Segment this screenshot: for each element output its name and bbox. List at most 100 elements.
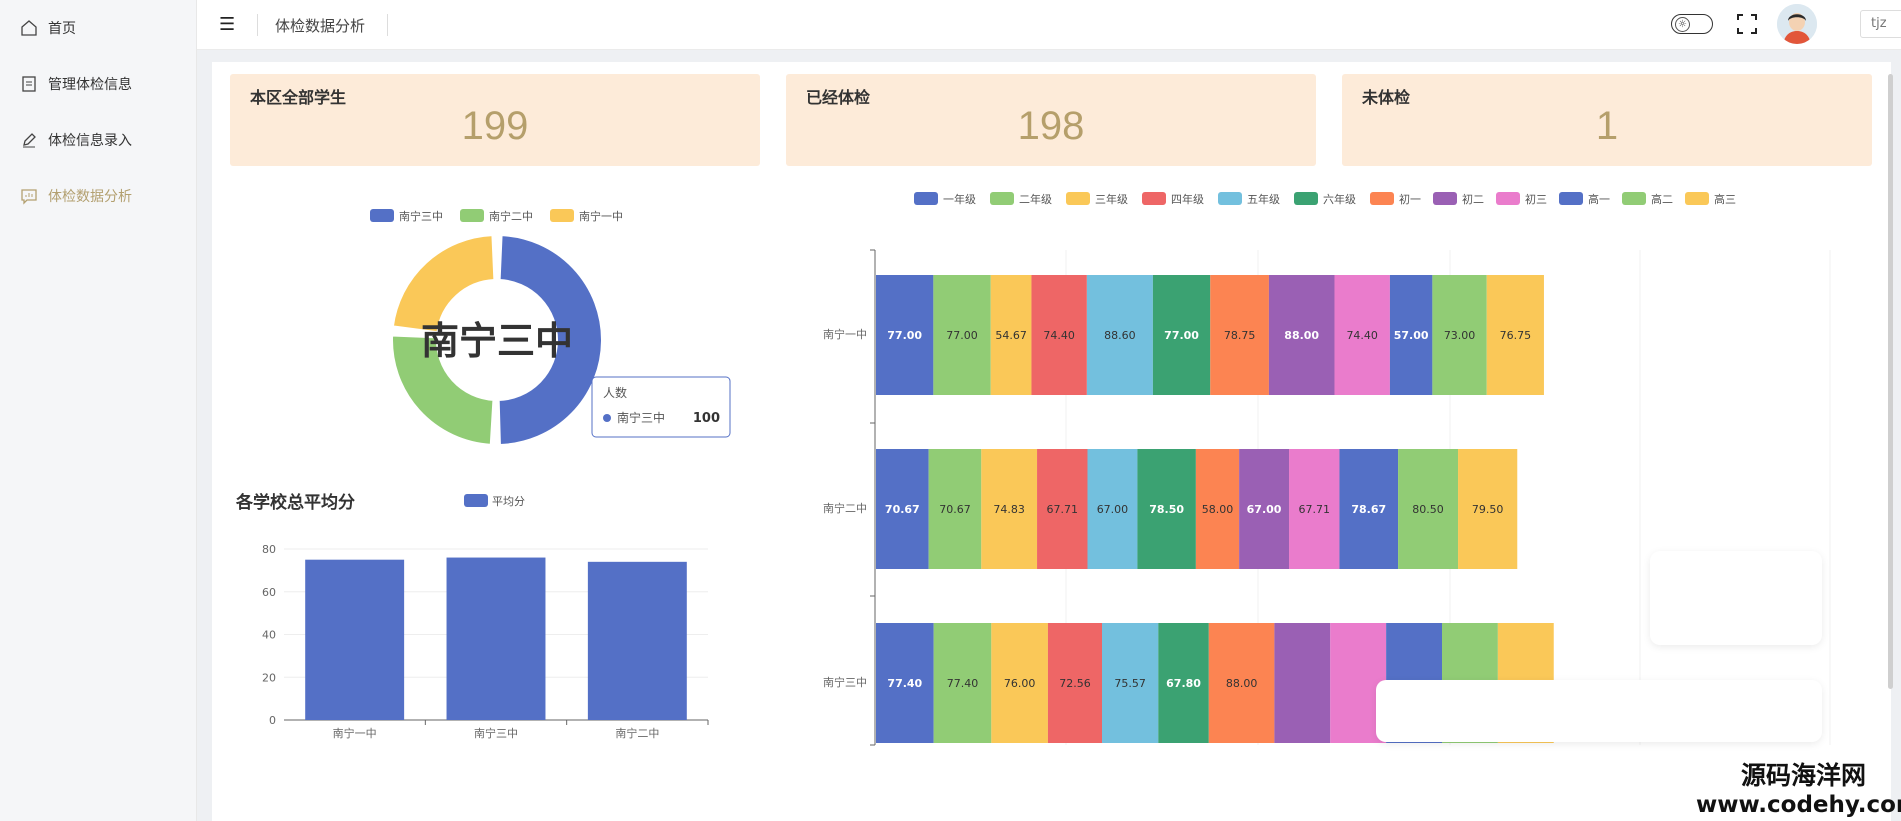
legend-swatch: [990, 192, 1014, 205]
stat-label: 未体检: [1362, 88, 1411, 107]
bar: [305, 559, 405, 720]
data-label: 74.40: [1346, 329, 1378, 342]
theme-toggle[interactable]: ☼: [1671, 14, 1713, 34]
watermark-line1: 源码海洋网: [1740, 761, 1866, 790]
stack-segment: [990, 275, 1032, 395]
pie-slice: [391, 334, 495, 446]
data-label: 74.40: [1043, 329, 1075, 342]
stack-segment: [1486, 275, 1544, 395]
y-tick-label: 南宁三中: [823, 675, 867, 689]
sidebar-item-manage[interactable]: 管理体检信息: [0, 56, 196, 112]
user-dropdown[interactable]: tjz ⌵: [1860, 10, 1901, 38]
stat-value: 198: [1017, 104, 1085, 148]
sidebar-item-label: 体检数据分析: [48, 189, 132, 205]
stack-segment: [1289, 449, 1340, 569]
stack-segment: [981, 449, 1038, 569]
stack-segment: [1268, 275, 1335, 395]
legend-label: 初三: [1525, 192, 1547, 206]
data-label: 67.71: [1047, 503, 1079, 516]
legend-swatch: [1370, 192, 1394, 205]
data-label: 78.75: [1224, 329, 1256, 342]
stack-segment: [1031, 275, 1087, 395]
stack-segment: [1195, 449, 1240, 569]
data-label: 73.00: [1444, 329, 1476, 342]
data-label: 67.71: [1298, 503, 1330, 516]
stack-segment: [1398, 449, 1459, 569]
data-label: 88.00: [1226, 677, 1258, 690]
tooltip-marker: [603, 414, 611, 422]
watermark-line2: www.codehy.com: [1696, 792, 1901, 818]
tooltip-value: 100: [693, 411, 720, 426]
data-label: 54.67: [995, 329, 1027, 342]
legend-label: 四年级: [1171, 192, 1204, 206]
data-label: 77.40: [887, 677, 922, 690]
legend-swatch: [1622, 192, 1646, 205]
fullscreen-icon[interactable]: [1735, 12, 1759, 36]
header-divider: [387, 14, 388, 36]
legend-swatch: [1685, 192, 1709, 205]
legend-label: 初一: [1399, 192, 1421, 206]
y-tick-label: 60: [262, 586, 276, 599]
data-label: 77.00: [946, 329, 978, 342]
sidebar-item-analysis[interactable]: 体检数据分析: [0, 168, 196, 224]
x-tick-label: 南宁二中: [615, 726, 659, 740]
pie-center-label: 南宁三中: [421, 319, 573, 363]
legend-label: 南宁三中: [399, 209, 443, 223]
stack-segment: [1047, 623, 1103, 743]
stat-value: 1: [1595, 104, 1619, 148]
stack-segment: [928, 449, 982, 569]
data-label: 75.57: [1114, 677, 1146, 690]
bar: [587, 561, 687, 720]
data-label: 67.80: [1166, 677, 1201, 690]
stack-segment: [1274, 623, 1331, 743]
stack-segment: [1334, 275, 1390, 395]
stat-card-not-examined: 未体检 1: [1342, 74, 1872, 166]
data-label: 88.60: [1104, 329, 1136, 342]
data-label: 72.56: [1059, 677, 1091, 690]
redaction-block: [1376, 680, 1822, 742]
y-tick-label: 0: [269, 714, 276, 727]
legend-label: 南宁二中: [489, 209, 533, 223]
legend-swatch: [1294, 192, 1318, 205]
y-tick-label: 40: [262, 629, 276, 642]
stat-card-total: 本区全部学生 199: [230, 74, 760, 166]
data-label: 70.67: [939, 503, 971, 516]
stack-segment: [933, 623, 992, 743]
avatar[interactable]: [1777, 4, 1817, 44]
data-label: 80.50: [1412, 503, 1444, 516]
stack-segment: [1102, 623, 1159, 743]
y-tick-label: 20: [262, 671, 276, 684]
legend-label: 三年级: [1095, 192, 1128, 206]
legend-label: 五年级: [1247, 192, 1280, 206]
legend-swatch: [464, 494, 488, 507]
sidebar-item-label: 管理体检信息: [48, 77, 132, 93]
stat-card-examined: 已经体检 198: [786, 74, 1316, 166]
stack-segment: [876, 623, 934, 743]
document-icon: [20, 75, 38, 93]
chat-chart-icon: [20, 187, 38, 205]
data-label: 76.00: [1004, 677, 1036, 690]
y-tick-label: 南宁二中: [823, 501, 867, 515]
data-label: 78.50: [1149, 503, 1184, 516]
legend-label: 高一: [1588, 192, 1610, 206]
stack-segment: [1037, 449, 1088, 569]
stack-segment: [933, 275, 991, 395]
data-label: 79.50: [1472, 503, 1504, 516]
scrollbar[interactable]: [1888, 74, 1893, 689]
legend-label: 二年级: [1019, 192, 1052, 206]
bar: [446, 557, 546, 720]
pie-slice: [497, 234, 603, 446]
data-label: 77.40: [947, 677, 979, 690]
stack-segment: [876, 275, 934, 395]
legend-swatch: [1066, 192, 1090, 205]
user-name: tjz: [1871, 16, 1887, 31]
sidebar-item-entry[interactable]: 体检信息录入: [0, 112, 196, 168]
sidebar: 首页 管理体检信息 体检信息录入 体检数据分析: [0, 0, 197, 821]
stack-segment: [1158, 623, 1209, 743]
legend-label: 高二: [1651, 192, 1673, 206]
sidebar-item-home[interactable]: 首页: [0, 0, 196, 56]
home-icon: [20, 19, 38, 37]
menu-toggle-icon[interactable]: ☰: [219, 14, 236, 35]
data-label: 88.00: [1284, 329, 1319, 342]
legend-swatch: [914, 192, 938, 205]
